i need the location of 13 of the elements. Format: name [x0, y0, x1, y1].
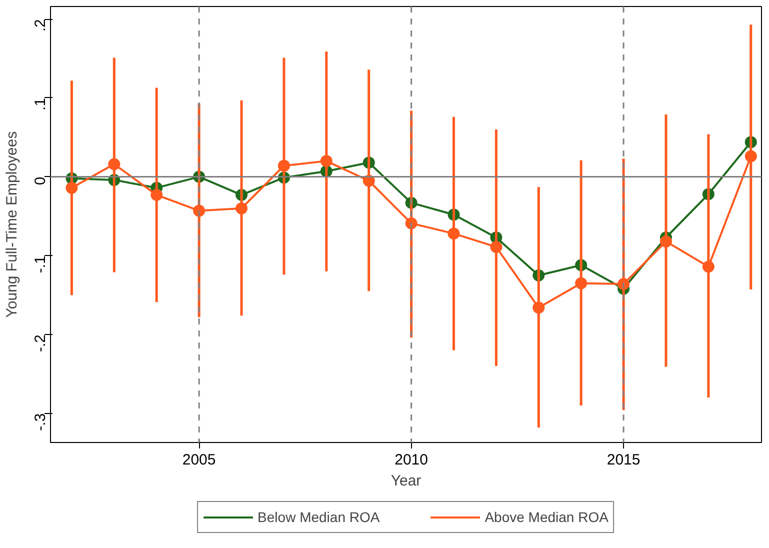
y-tick-label: -.3 — [32, 413, 49, 431]
y-axis-title: Young Full-Time Employees — [4, 131, 20, 318]
x-tick-label: 2010 — [394, 452, 428, 468]
y-tick-label: -.2 — [32, 334, 49, 352]
x-tick-label: 2015 — [606, 452, 640, 468]
x-axis-title: Year — [390, 472, 422, 490]
legend-label: Below Median ROA — [258, 509, 380, 525]
x-tick-label: 2005 — [182, 452, 216, 468]
y-tick-label: .1 — [32, 98, 49, 110]
y-tick-label: .2 — [32, 19, 49, 32]
y-tick-label: 0 — [32, 176, 49, 186]
y-tick-label: -.1 — [32, 256, 49, 274]
legend-label: Above Median ROA — [484, 509, 608, 525]
